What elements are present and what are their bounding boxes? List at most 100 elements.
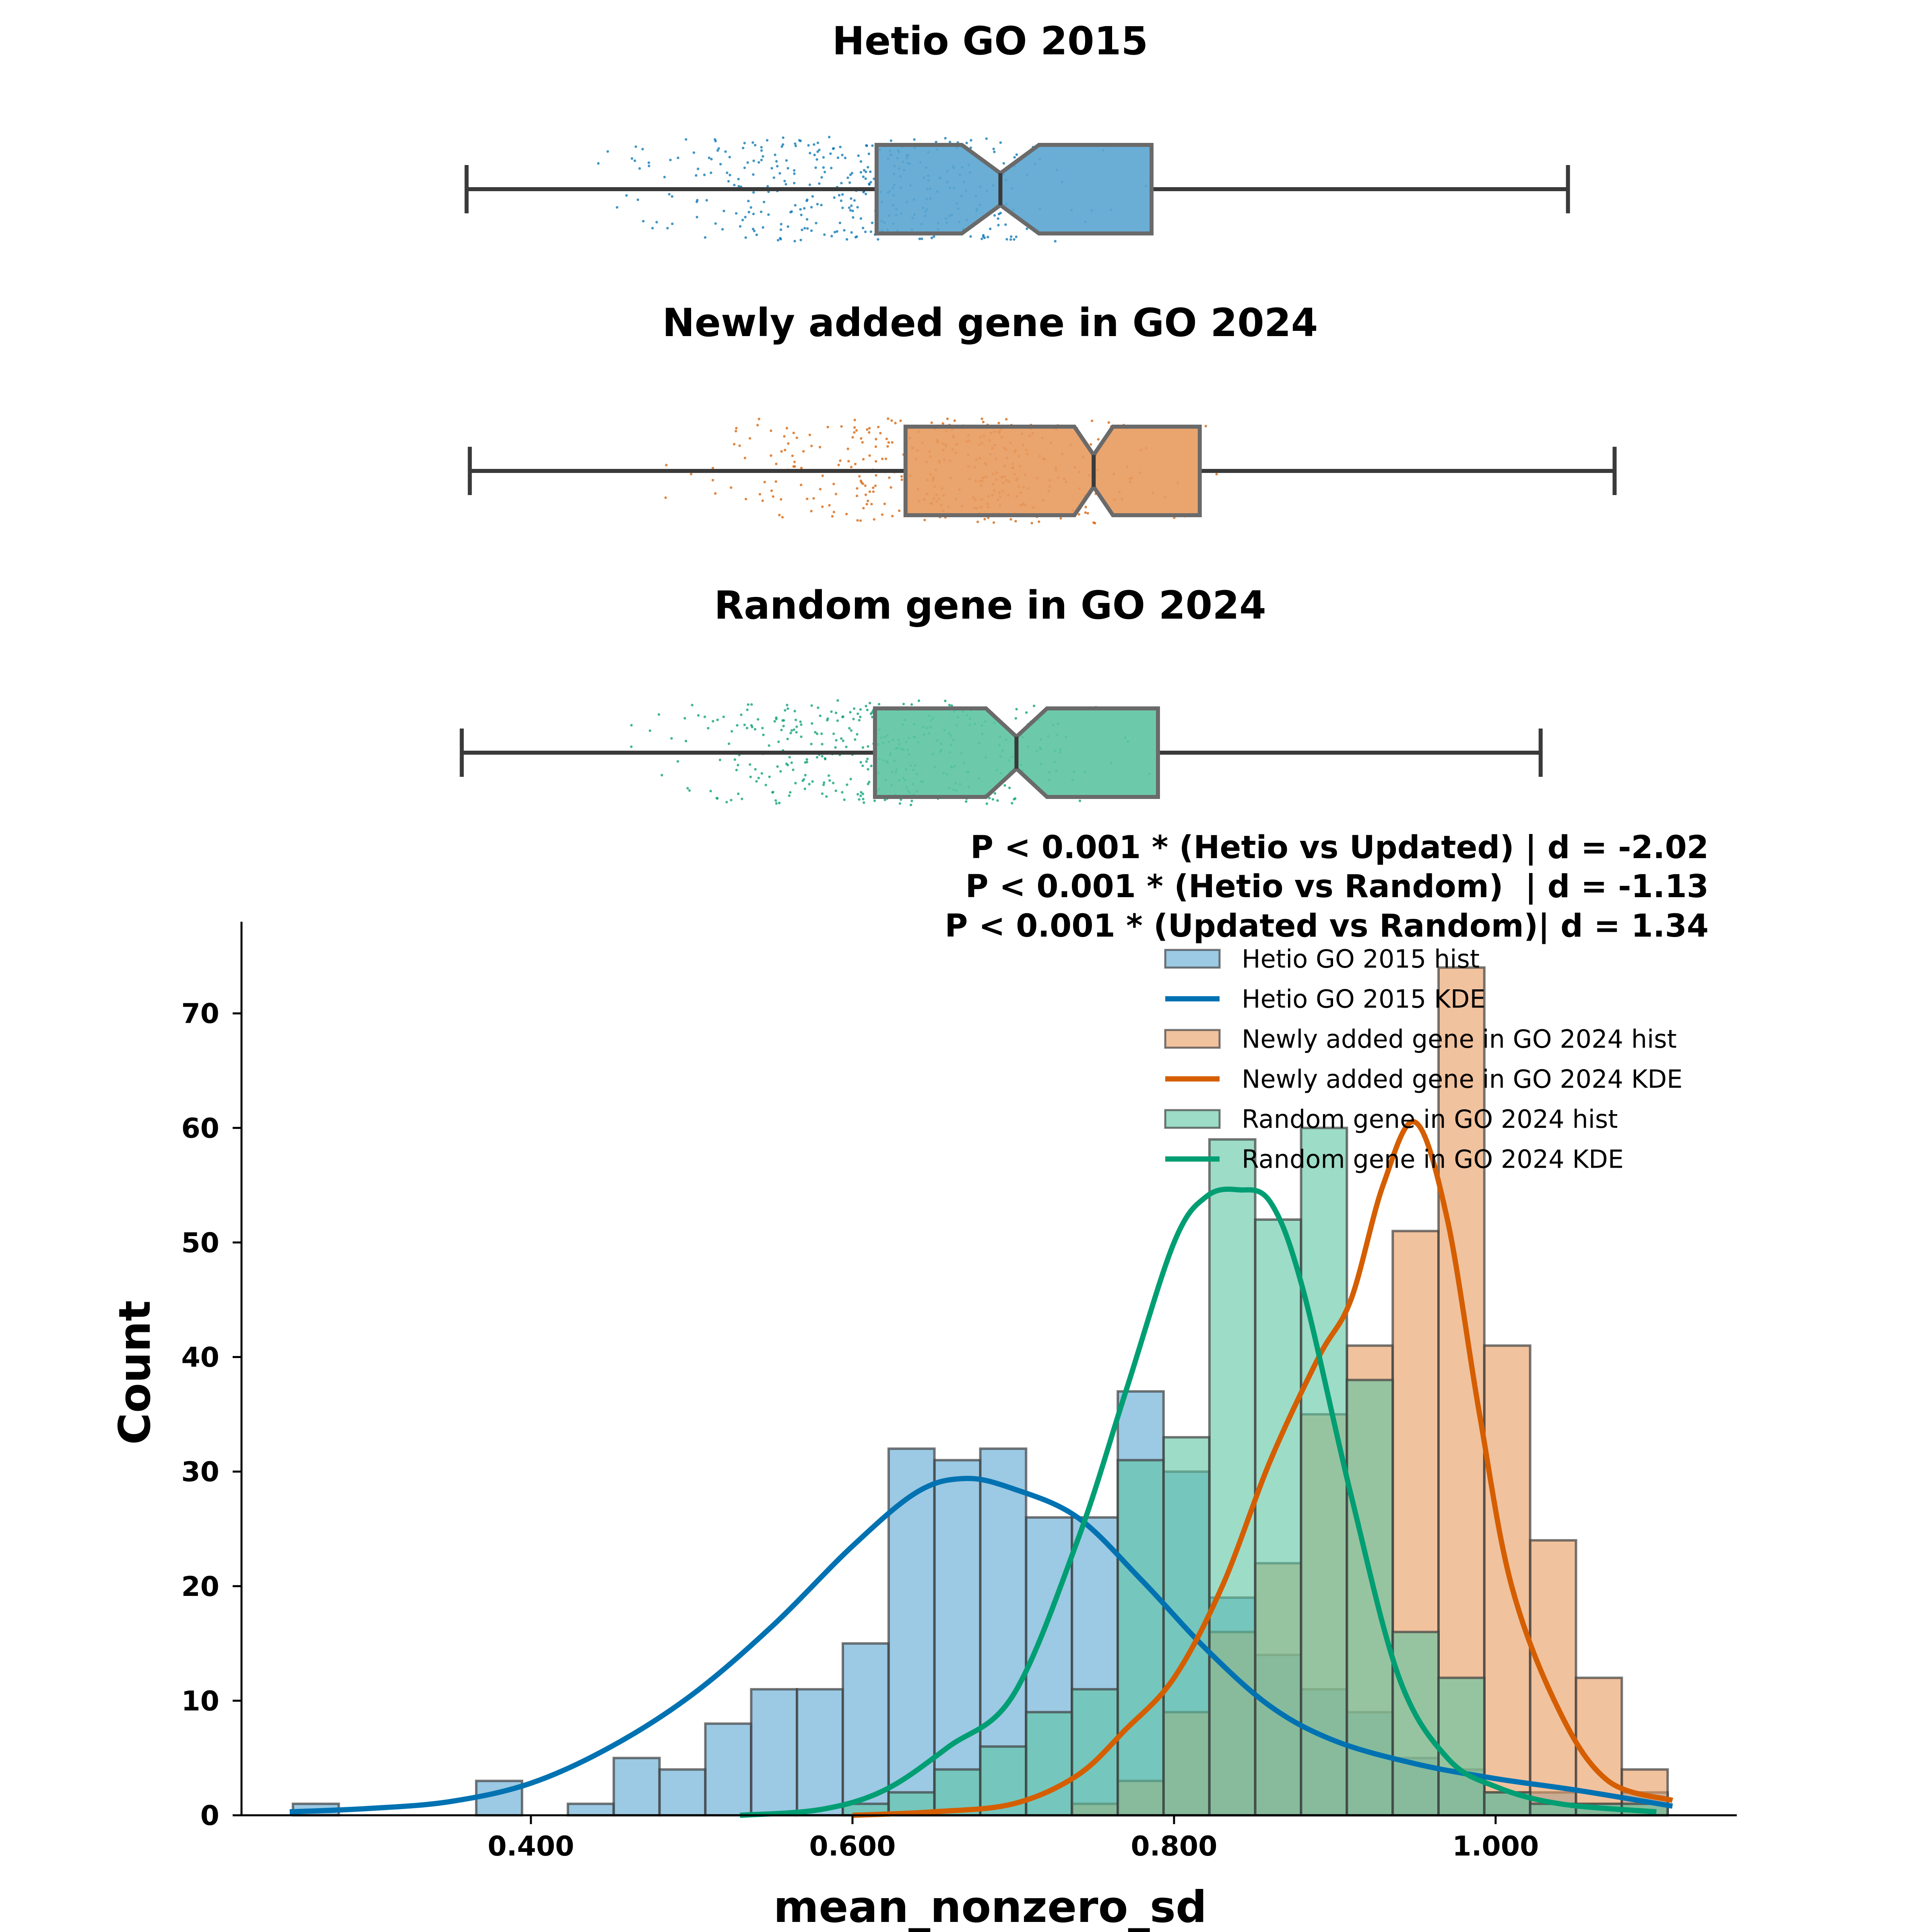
jitter-point <box>1015 153 1018 156</box>
jitter-point <box>859 708 862 711</box>
jitter-point <box>669 159 672 161</box>
jitter-point <box>838 194 841 197</box>
jitter-point <box>859 761 862 764</box>
jitter-point <box>625 194 628 197</box>
hist-bar <box>658 1768 707 1817</box>
jitter-point <box>859 716 862 718</box>
jitter-point <box>826 719 829 722</box>
jitter-point <box>642 220 645 223</box>
jitter-point <box>983 518 986 521</box>
jitter-point <box>866 708 869 712</box>
jitter-point <box>735 768 738 772</box>
jitter-point <box>866 428 869 431</box>
jitter-point <box>873 518 875 521</box>
jitter-point <box>805 218 809 221</box>
jitter-point <box>761 499 764 502</box>
jitter-point <box>831 515 834 518</box>
jitter-point <box>820 732 823 735</box>
legend-label: Newly added gene in GO 2024 KDE <box>1242 1065 1682 1094</box>
jitter-point <box>870 503 873 506</box>
jitter-point <box>946 417 949 420</box>
jitter-point <box>815 732 819 735</box>
jitter-point <box>846 176 849 179</box>
jitter-point <box>875 438 877 441</box>
jitter-point <box>770 454 772 457</box>
jitter-point <box>792 465 795 468</box>
legend-entry: Newly added gene in GO 2024 hist <box>1164 1024 1677 1054</box>
jitter-point <box>788 794 791 797</box>
jitter-point <box>848 181 851 184</box>
jitter-point <box>783 435 786 438</box>
jitter-point <box>737 792 740 795</box>
jitter-point <box>890 139 892 142</box>
jitter-point <box>881 513 884 516</box>
jitter-point <box>766 185 769 188</box>
boxplot-hetio <box>464 136 1570 243</box>
jitter-point <box>772 791 774 794</box>
jitter-point <box>821 505 824 508</box>
jitter-point <box>864 192 867 196</box>
jitter-point <box>863 801 865 804</box>
jitter-point <box>696 216 698 219</box>
kde-lines <box>289 1119 1674 1818</box>
jitter-point <box>965 800 968 803</box>
jitter-point <box>770 429 772 432</box>
hist-bar <box>1483 1344 1532 1817</box>
jitter-point <box>776 239 780 242</box>
jitter-point <box>861 441 864 444</box>
jitter-point <box>858 719 861 722</box>
jitter-point <box>850 729 852 732</box>
legend-label: Random gene in GO 2024 hist <box>1242 1104 1618 1134</box>
jitter-point <box>811 780 814 783</box>
jitter-point <box>855 429 858 432</box>
jitter-point <box>856 519 859 522</box>
stats-line-2: P < 0.001 * (Hetio vs Random) | d = -1.1… <box>965 869 1709 905</box>
jitter-point <box>868 183 871 186</box>
hist-bar <box>1346 1379 1394 1816</box>
jitter-point <box>810 704 813 707</box>
jitter-point <box>746 708 749 711</box>
jitter-point <box>807 144 810 147</box>
jitter-point <box>799 208 802 211</box>
jitter-point <box>823 781 826 784</box>
jitter-point <box>793 239 796 243</box>
jitter-point <box>815 756 819 759</box>
jitter-point <box>898 802 902 805</box>
jitter-point <box>814 166 817 169</box>
jitter-point <box>806 198 809 201</box>
jitter-point <box>858 798 861 801</box>
jitter-point <box>999 141 1002 144</box>
jitter-point <box>871 711 873 714</box>
jitter-point <box>909 803 912 807</box>
jitter-point <box>671 222 674 225</box>
jitter-point <box>830 710 833 713</box>
jitter-point <box>636 198 639 201</box>
jitter-point <box>867 166 869 169</box>
jitter-point <box>996 799 999 802</box>
jitter-point <box>676 760 679 763</box>
jitter-point <box>697 167 700 170</box>
x-tick-label: 0.400 <box>487 1831 574 1862</box>
jitter-point <box>793 172 796 175</box>
jitter-point <box>803 207 806 210</box>
jitter-point <box>716 149 719 152</box>
jitter-point <box>821 474 824 477</box>
jitter-point <box>727 742 731 745</box>
jitter-point <box>685 138 687 141</box>
jitter-point <box>828 136 831 138</box>
legend-patch <box>1164 949 1221 969</box>
jitter-point <box>867 745 869 748</box>
jitter-point <box>822 166 825 169</box>
hist-bar <box>612 1757 661 1817</box>
jitter-point <box>1054 240 1057 243</box>
jitter-point <box>830 235 833 237</box>
jitter-point <box>745 497 747 501</box>
jitter-point <box>834 711 838 714</box>
jitter-point <box>1025 711 1028 714</box>
jitter-point <box>742 147 745 149</box>
jitter-point <box>665 464 668 466</box>
jitter-point <box>801 229 803 231</box>
jitter-point <box>935 140 937 143</box>
jitter-point <box>851 436 854 439</box>
jitter-point <box>1002 162 1005 165</box>
